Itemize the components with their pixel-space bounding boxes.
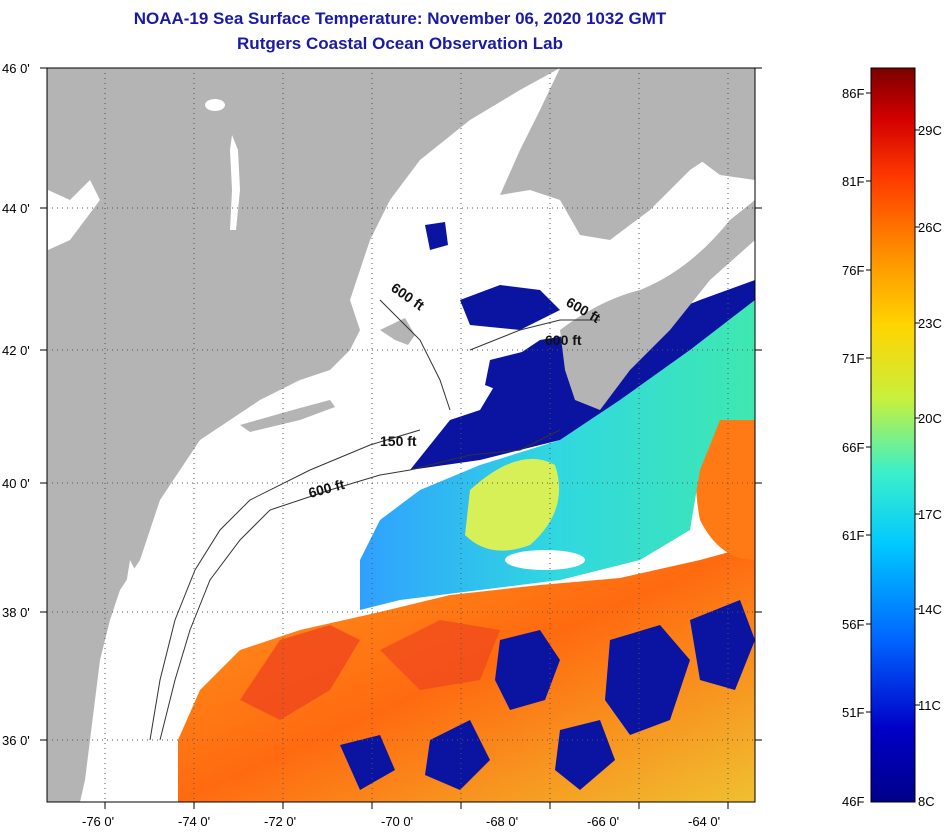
map-frame: [46, 67, 756, 803]
colorbar-f-label: 46F: [842, 794, 864, 809]
colorbar-c-label: 20C: [918, 411, 942, 426]
lat-label: 46 0': [2, 61, 30, 76]
hot-core-region: [380, 620, 500, 690]
chesapeake-bay: [108, 560, 140, 740]
lat-label: 44 0': [2, 201, 30, 216]
lat-label: 40 0': [2, 476, 30, 491]
contour-line-600ft: [159, 429, 561, 741]
land-maritimes: [500, 68, 755, 240]
colorbar-gradient: [870, 67, 916, 803]
land-cape-cod: [380, 318, 415, 345]
lon-label: -66 0': [587, 814, 619, 829]
colorbar-c-label: 17C: [918, 507, 942, 522]
colorbar-f-label: 76F: [842, 263, 864, 278]
cold-water-patch: [425, 222, 448, 250]
land-us-east-coast: [47, 68, 560, 802]
cloud-gap: [505, 550, 585, 570]
colorbar-c-label: 23C: [918, 316, 942, 331]
colorbar-f-label: 86F: [842, 86, 864, 101]
slope-water-region: [360, 300, 755, 610]
cold-water-patch: [340, 735, 395, 790]
cold-water-patch: [690, 600, 755, 690]
lake: [205, 99, 225, 111]
axis-ticks: [40, 67, 762, 809]
lat-label: 42 0': [2, 343, 30, 358]
lon-label: -74 0': [178, 814, 210, 829]
lon-label: -64 0': [688, 814, 720, 829]
colorbar-f-label: 81F: [842, 174, 864, 189]
gulf-stream-eddy: [696, 407, 755, 560]
graticule: [47, 68, 755, 802]
contour-label: 150 ft: [380, 433, 417, 449]
lake: [48, 180, 100, 250]
colorbar-f-label: 56F: [842, 617, 864, 632]
colorbar-f-label: 51F: [842, 705, 864, 720]
lon-label: -76 0': [82, 814, 114, 829]
colorbar-f-label: 61F: [842, 528, 864, 543]
lake-champlain: [230, 135, 240, 230]
lon-label: -68 0': [486, 814, 518, 829]
land-long-island: [240, 400, 335, 432]
colorbar-ticks: [866, 92, 920, 713]
map-subtitle: Rutgers Coastal Ocean Observation Lab: [237, 34, 563, 53]
map-title: NOAA-19 Sea Surface Temperature: Novembe…: [133, 9, 667, 28]
contour-line-600ft: [469, 319, 600, 351]
colorbar-f-label: 66F: [842, 440, 864, 455]
contour-line-600ft: [379, 299, 451, 411]
land-nova-scotia: [560, 200, 755, 410]
cold-water-patch: [425, 720, 490, 790]
cold-water-patch: [460, 285, 560, 330]
contour-label: 600 ft: [545, 332, 582, 348]
colorbar-c-label: 8C: [918, 794, 935, 809]
contour-line-150ft: [149, 429, 421, 741]
colorbar-f-label: 71F: [842, 351, 864, 366]
warm-core-ring: [465, 458, 560, 551]
colorbar-c-label: 26C: [918, 220, 942, 235]
colorbar-c-label: 29C: [918, 123, 942, 138]
land-cape-breton: [690, 105, 755, 180]
lat-label: 38 0': [2, 605, 30, 620]
lat-label: 36 0': [2, 733, 30, 748]
lon-label: -70 0': [381, 814, 413, 829]
cold-water-patch: [485, 350, 540, 395]
delaware-bay: [152, 520, 165, 560]
cold-water-patch: [495, 630, 560, 710]
cold-water-patch: [555, 720, 615, 790]
cold-water-patch: [605, 625, 690, 735]
colorbar-c-label: 11C: [918, 698, 941, 713]
colorbar-c-label: 14C: [918, 602, 942, 617]
lon-label: -72 0': [264, 814, 296, 829]
hot-core-region: [240, 625, 360, 720]
